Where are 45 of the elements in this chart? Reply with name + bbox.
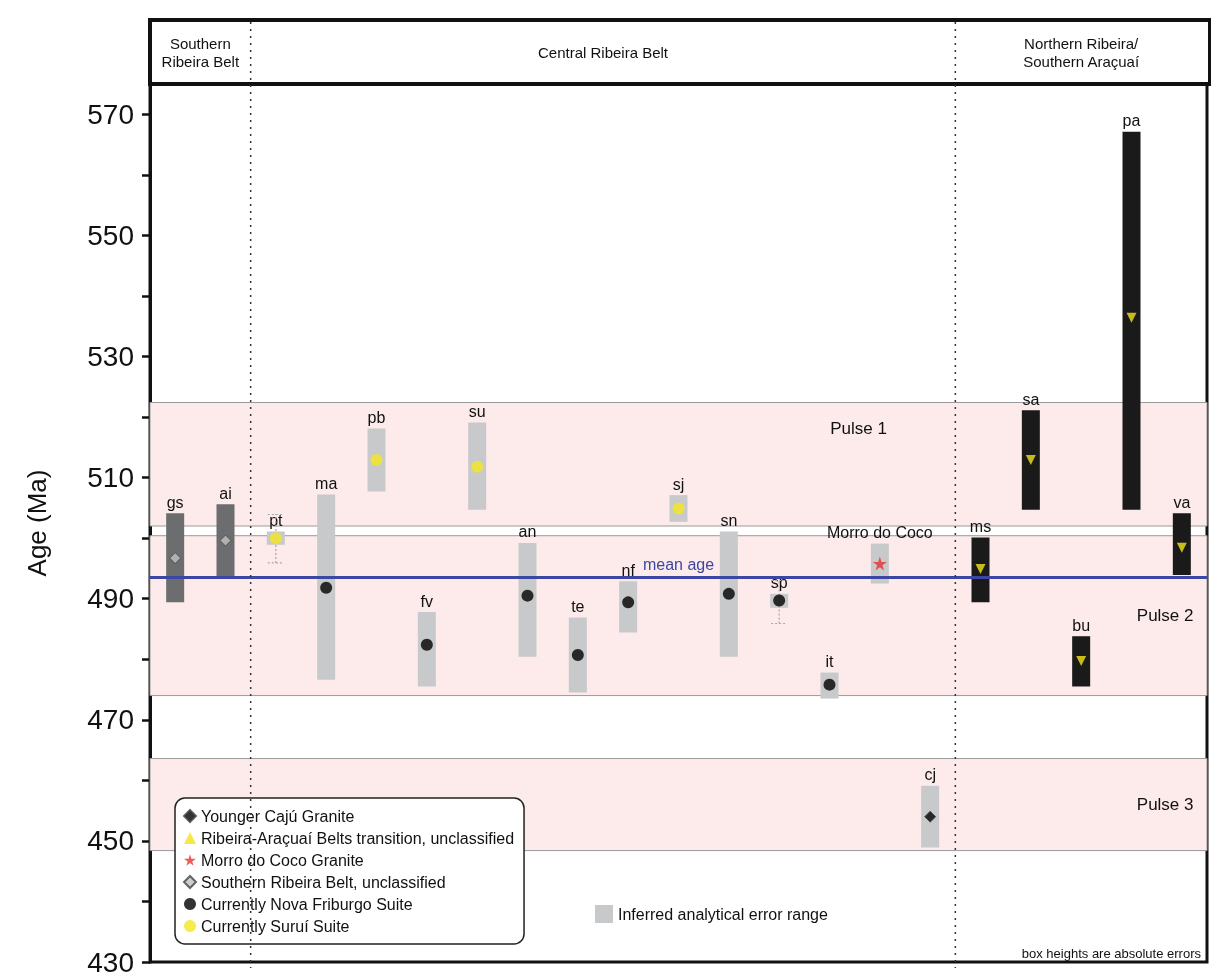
x-tick-label: ms (969, 518, 992, 536)
x-tick-label: va (1173, 493, 1191, 511)
y-tick-label: 430 (87, 946, 134, 976)
band-label: Pulse 2 (1136, 606, 1194, 626)
band-label: Pulse 3 (1136, 795, 1194, 815)
y-tick-label: 470 (87, 704, 134, 736)
x-tick-label: ma (315, 475, 338, 493)
x-tick-label: pb (367, 409, 386, 427)
y-tick-label: 510 (87, 462, 134, 494)
y-tick-label: 570 (87, 98, 134, 130)
x-tick-label: cj (924, 766, 936, 784)
legend-label: Inferred analytical error range (618, 905, 828, 923)
x-tick-label: sn (720, 511, 738, 529)
text: Central Ribeira Belt (537, 43, 669, 61)
legend-label: Morro do Coco Granite (201, 851, 364, 869)
legend-label: Ribeira-Araçuaí Belts transition, unclassified (201, 829, 515, 847)
x-tick-label: nf (621, 561, 636, 579)
legend-label: Currently Suruí Suite (201, 917, 350, 935)
text: Northern Ribeira/ Southern Araçuaí (1023, 34, 1140, 70)
annotation: box heights are absolute errors (1021, 946, 1202, 961)
x-tick-label: Morro do Coco (826, 524, 933, 542)
x-tick-label: an (518, 523, 537, 541)
x-tick-label: pa (1122, 112, 1141, 130)
x-tick-label: su (468, 402, 486, 420)
legend-label: Younger Cajú Granite (201, 807, 355, 825)
ref-line-label: mean age (642, 556, 715, 573)
x-tick-label: fv (420, 592, 434, 610)
y-tick-label: 530 (87, 340, 134, 372)
y-axis-title: Age (Ma) (22, 469, 52, 577)
x-tick-label: gs (166, 493, 184, 511)
text: Southern Ribeira Belt (161, 34, 240, 70)
x-tick-label: it (825, 653, 835, 671)
x-tick-label: sp (770, 574, 788, 592)
y-tick-label: 550 (87, 219, 134, 251)
x-tick-label: bu (1072, 616, 1091, 634)
legend-label: Southern Ribeira Belt, unclassified (201, 873, 446, 891)
x-tick-label: pt (269, 511, 284, 529)
band-label: Pulse 1 (830, 419, 887, 438)
x-tick-label: sa (1022, 390, 1040, 408)
y-tick-label: 490 (87, 583, 134, 615)
x-tick-label: te (571, 597, 585, 615)
y-tick-label: 450 (87, 825, 134, 857)
x-tick-label: ai (219, 484, 232, 502)
x-tick-label: sj (672, 475, 685, 493)
legend-label: Currently Nova Friburgo Suite (201, 895, 413, 913)
